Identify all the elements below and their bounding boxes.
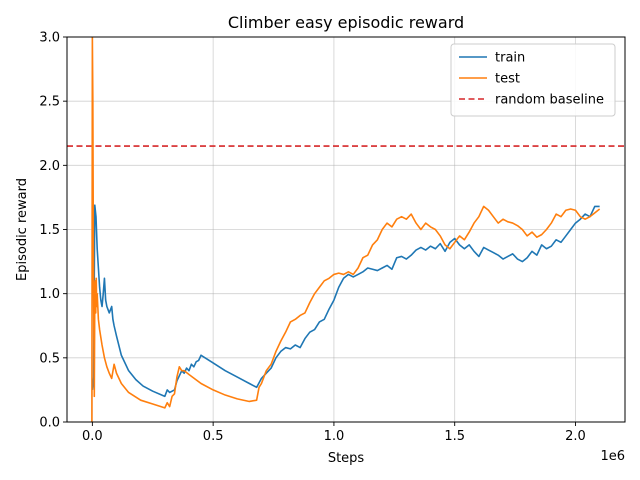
y-axis-label: Episodic reward bbox=[15, 178, 30, 281]
x-tick-label: 2.0 bbox=[565, 429, 586, 444]
legend-label-test: test bbox=[495, 72, 520, 87]
series-line-train bbox=[91, 204, 600, 398]
legend-label-train: train bbox=[495, 51, 525, 66]
x-tick-label: 1.5 bbox=[444, 429, 465, 444]
y-tick-label: 3.0 bbox=[39, 31, 60, 46]
y-axis-ticks: 0.0 0.5 1.0 1.5 2.0 2.5 3.0 bbox=[39, 31, 67, 431]
y-tick-label: 0.5 bbox=[39, 351, 60, 366]
y-tick-label: 1.0 bbox=[39, 287, 60, 302]
y-tick-label: 2.0 bbox=[39, 159, 60, 174]
y-tick-label: 2.5 bbox=[39, 95, 60, 110]
series-layer bbox=[67, 37, 625, 422]
x-tick-label: 1.0 bbox=[324, 429, 345, 444]
x-tick-label: 0.0 bbox=[82, 429, 103, 444]
x-axis-label: Steps bbox=[328, 451, 365, 466]
x-tick-label: 0.5 bbox=[203, 429, 224, 444]
y-tick-label: 1.5 bbox=[39, 223, 60, 238]
y-tick-label: 0.0 bbox=[39, 416, 60, 431]
legend-label-random-baseline: random baseline bbox=[495, 93, 604, 108]
legend-box bbox=[450, 43, 616, 117]
series-line-test bbox=[91, 37, 601, 422]
legend: train test random baseline bbox=[450, 43, 616, 117]
x-axis-offset-label: 1e6 bbox=[600, 449, 625, 464]
x-axis-ticks: 0.0 0.5 1.0 1.5 2.0 bbox=[82, 422, 586, 444]
chart-title: Climber easy episodic reward bbox=[228, 13, 464, 32]
